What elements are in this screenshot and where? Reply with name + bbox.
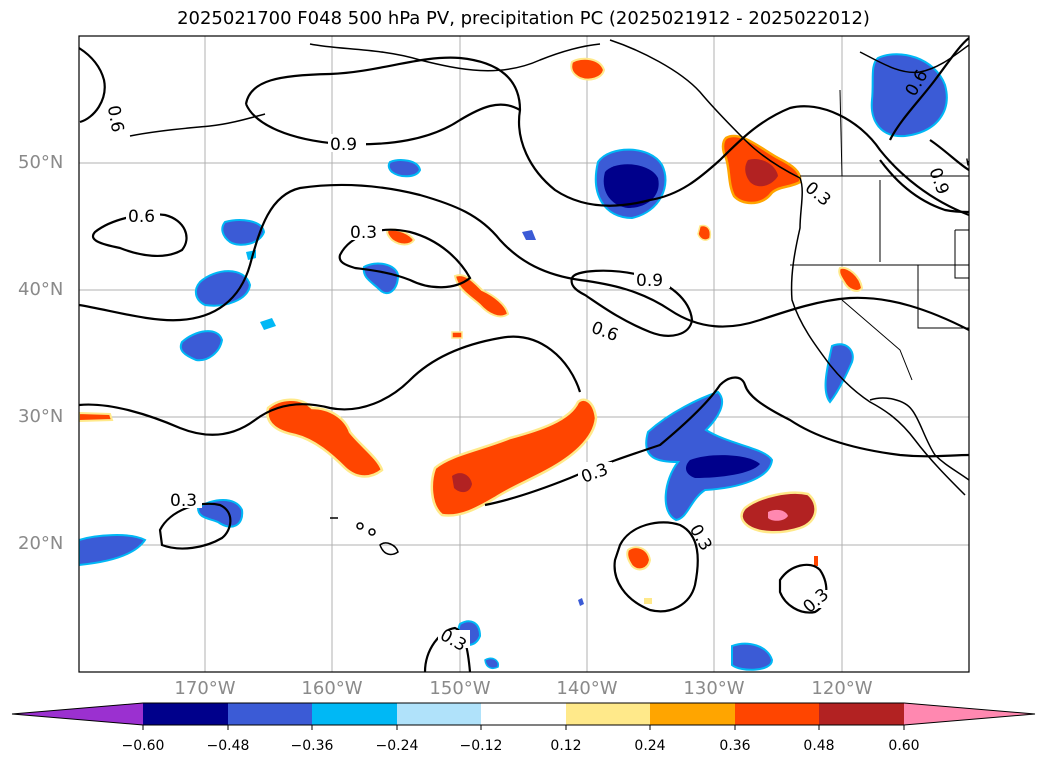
- colorbar-tick-label-3: −0.36: [290, 738, 334, 754]
- lat-label-20n: 20°N: [18, 533, 64, 554]
- colorbar-bin-2: [228, 703, 312, 725]
- colorbar-tick-label-6: 0.12: [550, 738, 582, 754]
- colorbar-bin-6: [566, 703, 650, 725]
- neg-blob-mid-1: [362, 262, 400, 295]
- colorbar-bin-9: [819, 703, 904, 725]
- contour-03-west: [79, 335, 582, 436]
- colorbar-extend-max: [904, 703, 1035, 725]
- contour-label-4: 0.6: [103, 104, 127, 134]
- lon-label-170w: 170°W: [174, 678, 236, 699]
- contour-09-northeast: [889, 37, 969, 141]
- colorbar-tick-label-2: −0.48: [206, 738, 250, 754]
- colorbar-bin-5: [481, 703, 566, 725]
- political-borders: [790, 89, 969, 381]
- coastlines: [129, 39, 969, 496]
- map-frame: [78, 35, 970, 673]
- contour-label-11: 0.3: [801, 178, 835, 211]
- contour-03-central: [484, 376, 969, 507]
- lon-label-130w: 130°W: [683, 678, 745, 699]
- contour-label-6: 0.9: [636, 271, 663, 291]
- contour-03-south-1: [158, 502, 232, 550]
- colorbar-bin-7: [650, 703, 735, 725]
- contour-12-northeast: [929, 139, 969, 171]
- pos-blob-west-central: [266, 398, 384, 478]
- positive-anomaly-areas: [79, 57, 864, 604]
- pos-blob-mid-2: [386, 228, 416, 246]
- colorbar-bin-3: [312, 703, 397, 725]
- colorbar: [11, 702, 1036, 730]
- colorbar-ticks: [142, 725, 905, 730]
- colorbar-tick-label-9: 0.48: [803, 738, 835, 754]
- contour-03-south-2: [613, 521, 699, 613]
- lon-label-140w: 140°W: [556, 678, 618, 699]
- contour-09-north: [79, 47, 969, 217]
- contour-03-south-4: [423, 626, 472, 672]
- contour-06-mid: [79, 183, 969, 331]
- hawaii-islands: [330, 517, 399, 556]
- colorbar-extend-min: [12, 703, 143, 725]
- colorbar-bin-1: [143, 703, 228, 725]
- contour-label-2: 0.6: [128, 207, 155, 227]
- contour-09-inner: [244, 103, 521, 146]
- contour-label-9: 0.9: [924, 165, 952, 197]
- contour-label-13: 0.3: [685, 521, 716, 554]
- colorbar-tick-label-7: 0.24: [634, 738, 666, 754]
- contour-06-northeast: [879, 159, 969, 214]
- neg-blob-mid-2: [387, 159, 422, 178]
- pos-blob-mid-1: [453, 274, 510, 318]
- neg-blob-southwest: [79, 534, 147, 567]
- contour-labels: 0.9 0.6 0.3 0.6 0.3 0.9 0.6 0.6 0.9 1.2 …: [103, 66, 985, 656]
- pos-blob-central: [430, 398, 598, 517]
- neg-blob-california: [824, 343, 854, 404]
- colorbar-bin-8: [735, 703, 819, 725]
- neg-blob-west-2: [221, 219, 266, 246]
- neg-blob-west-3: [179, 330, 224, 362]
- pv-contours: [79, 37, 969, 672]
- lon-label-160w: 160°W: [301, 678, 363, 699]
- colorbar-tick-label-5: −0.12: [459, 738, 503, 754]
- map-area: 0.9 0.6 0.3 0.6 0.3 0.9 0.6 0.6 0.9 1.2 …: [79, 36, 985, 672]
- lon-label-120w: 120°W: [811, 678, 873, 699]
- colorbar-tick-label-10: 0.60: [888, 738, 920, 754]
- neg-blob-west-1: [194, 270, 252, 307]
- colorbar-bin-4: [397, 703, 481, 725]
- contour-label-5: 0.3: [170, 491, 197, 511]
- contour-label-1: 0.9: [330, 135, 357, 155]
- colorbar-tick-label-8: 0.36: [719, 738, 751, 754]
- lat-label-40n: 40°N: [18, 279, 64, 300]
- pos-blob-north: [570, 57, 606, 81]
- contour-label-10: 1.2: [961, 154, 985, 184]
- colorbar-tick-label-4: −0.24: [375, 738, 419, 754]
- contour-09-east: [570, 269, 694, 337]
- contour-label-3: 0.3: [350, 223, 377, 243]
- map-title: 2025021700 F048 500 hPa PV, precipitatio…: [177, 8, 870, 29]
- contour-03-north: [338, 228, 472, 289]
- lat-label-50n: 50°N: [18, 152, 64, 173]
- negative-anomaly-areas: [79, 53, 948, 671]
- neg-blob-nw-canada: [870, 53, 948, 138]
- lat-label-30n: 30°N: [18, 406, 64, 427]
- lon-label-150w: 150°W: [429, 678, 491, 699]
- neg-blob-south-2: [731, 642, 774, 671]
- colorbar-tick-label-1: −0.60: [121, 738, 165, 754]
